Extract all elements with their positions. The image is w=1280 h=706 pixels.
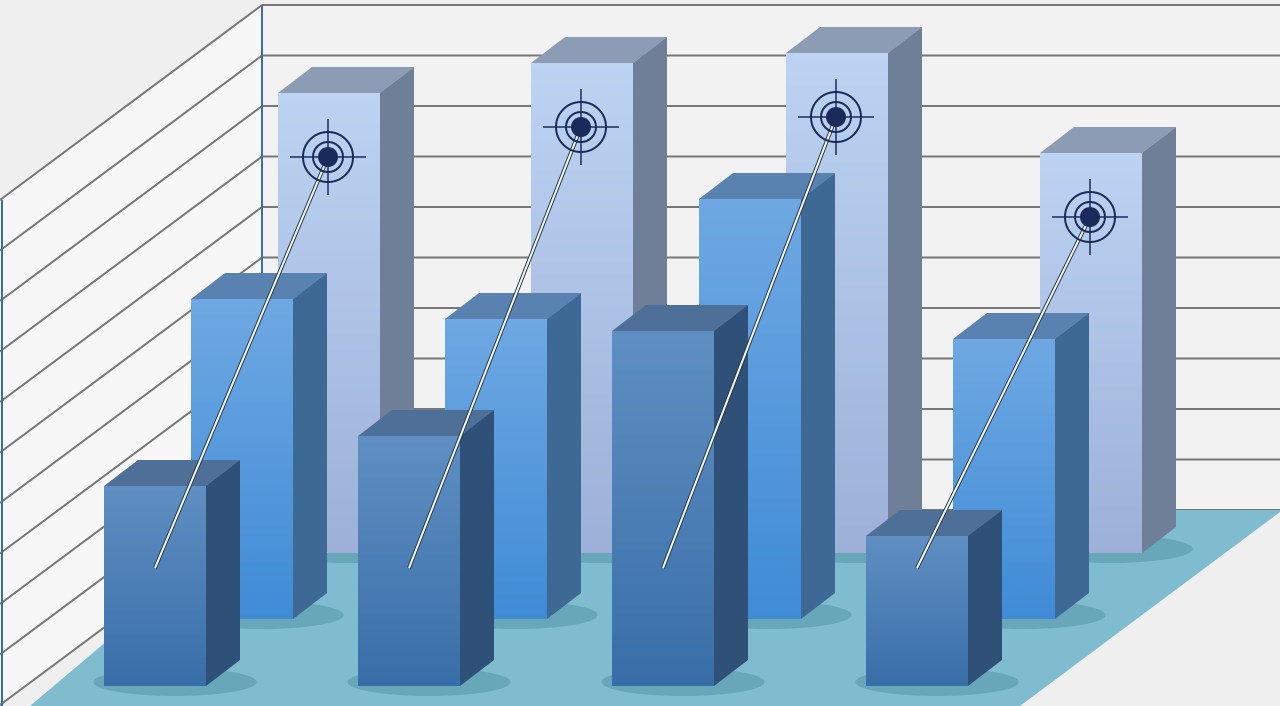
bar-side (888, 27, 922, 553)
bar-top (612, 305, 748, 331)
bar-side (968, 510, 1002, 686)
bar-top (531, 37, 667, 63)
side-gridline (0, 155, 263, 353)
bar (601, 305, 765, 696)
bar-top (278, 67, 414, 93)
bar-top (699, 173, 835, 199)
bar-side (460, 410, 494, 686)
bars (93, 27, 1193, 696)
bar-side (801, 173, 835, 619)
bar-side (1142, 127, 1176, 553)
bar-front (612, 331, 714, 686)
connector-line (154, 156, 329, 569)
bar-top (786, 27, 922, 53)
bar-top (104, 460, 240, 486)
bar (855, 510, 1019, 696)
connector-line (408, 126, 582, 569)
bar-front (104, 486, 206, 686)
bar (93, 460, 257, 696)
bar-top (191, 273, 327, 299)
bar (688, 173, 852, 629)
side-gridline (0, 54, 263, 252)
bar-top (866, 510, 1002, 536)
bar-top (953, 313, 1089, 339)
bar-side (547, 293, 581, 619)
connector-line (662, 116, 837, 569)
bar-top (1040, 127, 1176, 153)
bar-side (714, 305, 748, 686)
bar (347, 410, 511, 696)
bar-front (866, 536, 968, 686)
side-gridline (0, 105, 263, 302)
bar-top (358, 410, 494, 436)
bar-side (293, 273, 327, 619)
side-gridline (0, 206, 263, 403)
bar-side (1055, 313, 1089, 619)
connector-line (916, 216, 1091, 569)
bar-side (206, 460, 240, 686)
side-gridline (0, 4, 263, 201)
target-markers (153, 79, 1128, 569)
